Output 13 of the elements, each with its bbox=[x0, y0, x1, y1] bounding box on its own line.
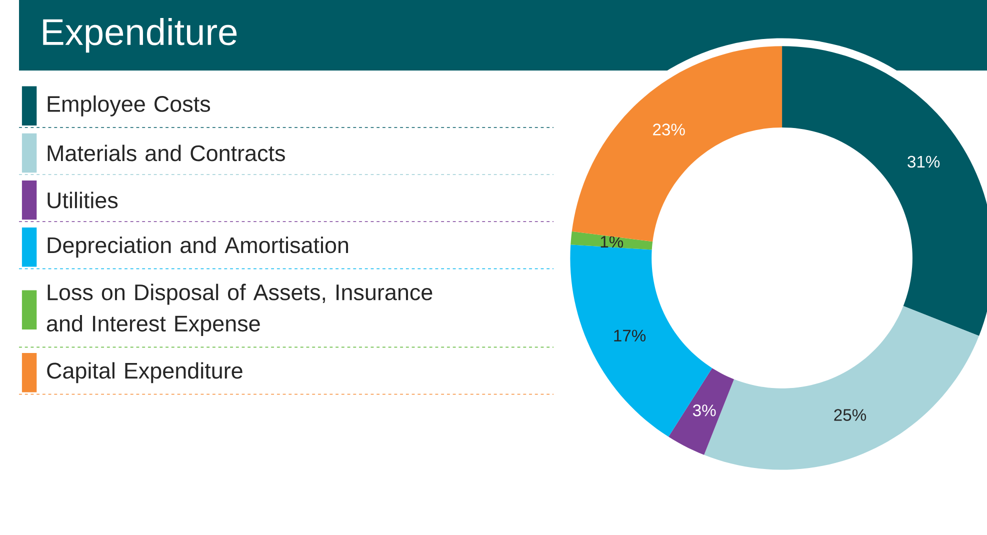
data-label: 23% bbox=[653, 124, 685, 136]
data-label: 31% bbox=[908, 156, 940, 168]
data-label: 1% bbox=[600, 236, 624, 248]
legend-label: Utilities bbox=[48, 192, 118, 209]
legend-label: Depreciation and Amortisation bbox=[48, 236, 348, 258]
data-label: 3% bbox=[692, 404, 716, 417]
legend-label: Capital Expenditure bbox=[47, 362, 242, 384]
legend-label: Employee Costs bbox=[48, 96, 210, 117]
data-label: 25% bbox=[834, 409, 866, 422]
legend-label: Loss on Disposal of Assets, Insurance and Interest Expense bbox=[46, 284, 432, 336]
chart-title: Expenditure bbox=[43, 18, 237, 53]
legend-label: Materials and Contracts bbox=[48, 144, 285, 162]
data-label: 17% bbox=[614, 330, 646, 342]
